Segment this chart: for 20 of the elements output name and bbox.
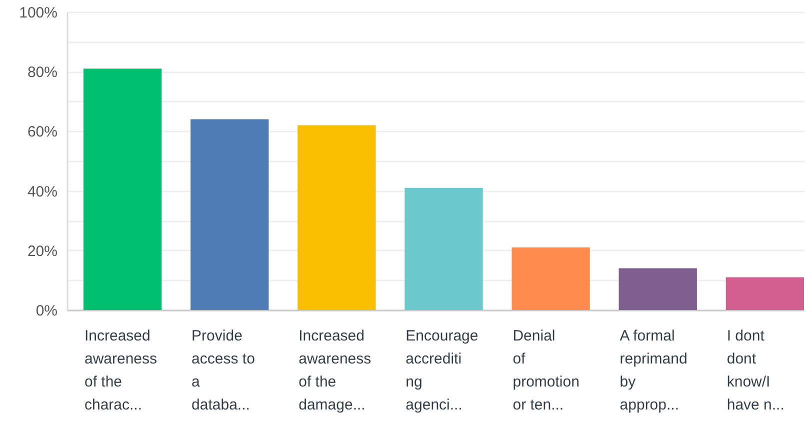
x-tick-label: Encourage accrediti ng agenci...: [406, 328, 478, 414]
x-tick-label: I dont dont know/I have n...: [726, 328, 784, 414]
y-tick-label: 80%: [27, 64, 58, 82]
y-tick-label: 100%: [19, 4, 58, 22]
x-tick-label: Increased awareness of the charac...: [84, 328, 158, 414]
x-tick-label: Provide access to a databa...: [192, 328, 255, 414]
bar: [618, 268, 697, 310]
y-tick-label: 60%: [27, 124, 58, 141]
bar: [512, 247, 590, 310]
bar: [298, 125, 376, 310]
x-tick-label: Denial of promotion or ten...: [512, 328, 580, 414]
bar: [83, 68, 162, 310]
bar: [190, 119, 269, 310]
x-tick-label: A formal reprimand by approp...: [620, 328, 688, 414]
y-tick-label: 40%: [27, 183, 58, 200]
y-tick-label: 0%: [36, 302, 58, 320]
bar: [404, 188, 483, 310]
bar: [726, 277, 804, 310]
x-tick-label: Increased awareness of the damage...: [298, 328, 372, 414]
y-tick-label: 20%: [27, 242, 58, 260]
